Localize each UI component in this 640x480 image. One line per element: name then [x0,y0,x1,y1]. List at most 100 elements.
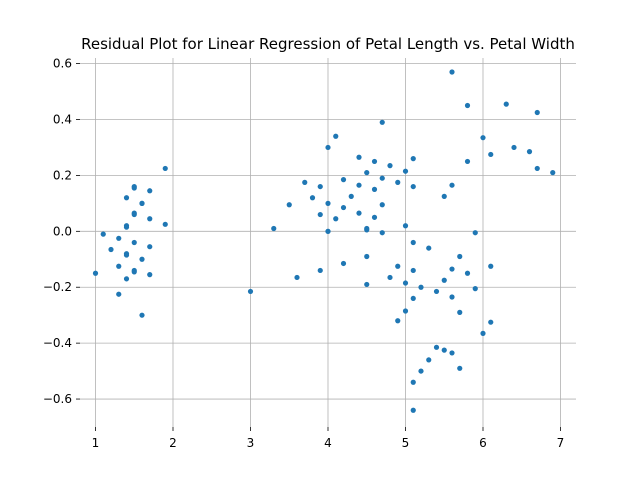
residual-point [534,165,540,172]
residual-point [364,170,370,176]
residual-point [441,193,447,199]
y-tick-label: −0.6 [43,392,72,406]
x-tick-label: 2 [169,436,177,450]
residual-point [488,151,494,158]
residual-point [379,202,385,208]
residual-point [402,280,409,286]
residual-point [286,202,292,208]
y-tick-label: −0.4 [43,336,72,350]
chart-title: Residual Plot for Linear Regression of P… [81,35,575,53]
residual-point [356,210,362,216]
residual-point [488,263,494,269]
residual-point [433,344,440,350]
residual-point [340,204,347,211]
residual-point [162,221,168,227]
residual-point [410,239,416,246]
x-tick-label: 1 [92,436,100,450]
residual-point [395,263,401,269]
data-points [92,69,556,413]
residual-point [309,195,316,201]
residual-point [457,365,463,371]
residual-point [426,357,432,363]
residual-point [410,295,416,302]
residual-point [550,170,556,176]
residual-point [426,245,432,251]
residual-point [511,144,517,151]
residual-point [472,286,478,292]
residual-point [418,368,424,374]
residual-point [147,272,153,278]
residual-point [449,294,455,300]
residual-point [410,379,416,385]
residual-point [449,69,455,75]
y-tick-label: 0.0 [53,224,72,238]
residual-point [395,318,401,324]
residual-point [317,211,323,218]
residual-point [441,347,447,353]
residual-point [449,182,455,188]
residual-point [325,228,331,234]
residual-point [108,246,114,253]
residual-point [147,244,153,250]
residual-point [356,154,362,160]
residual-point [364,227,370,233]
residual-point [441,277,447,283]
residual-point [123,276,130,282]
residual-point [464,158,471,165]
residual-point [317,267,323,274]
residual-point [147,216,153,222]
residual-point [395,179,401,185]
x-tick-label: 3 [247,436,255,450]
residual-point [410,407,416,413]
axis-ticks: 1 2 3 4 5 6 7 −0.6 −0.4 −0.2 0.0 0.2 0.4 0.6 [43,57,564,450]
residual-point [410,267,416,274]
residual-point [464,102,471,109]
residual-point [371,186,378,192]
residual-point [379,175,385,181]
residual-point [100,231,106,237]
residual-point [364,253,370,260]
residual-point [402,223,409,229]
residual-point [464,270,471,276]
residual-point [123,195,130,201]
residual-point [340,177,347,183]
x-tick-label: 5 [402,436,410,450]
residual-point [139,200,145,206]
y-tick-label: 0.2 [53,168,72,182]
residual-point [123,252,130,258]
residual-point [247,288,254,295]
residual-point [131,269,137,275]
residual-point [526,149,533,155]
residual-point [457,309,463,315]
x-tick-label: 4 [324,436,332,450]
residual-point [379,230,385,236]
residual-point [333,216,339,222]
residual-point [387,274,393,281]
residual-point [418,284,424,290]
residual-point [488,319,494,325]
residual-point [139,256,145,262]
residual-point [92,270,99,276]
residual-point [449,350,455,356]
residual-point [356,182,362,188]
residual-point [364,281,370,288]
residual-point [123,224,130,230]
residual-point [317,183,323,190]
residual-point [116,235,122,241]
residual-point [371,158,378,165]
residual-point [325,200,331,206]
residual-point [348,193,354,199]
grid-lines [80,58,576,427]
y-tick-label: 0.6 [53,57,72,71]
residual-point [116,263,122,269]
residual-point [480,135,486,141]
residual-point [162,165,168,172]
residual-point [387,163,393,169]
residual-point [325,144,331,151]
residual-point [333,133,339,139]
residual-point [457,253,463,260]
x-tick-label: 6 [479,436,487,450]
residual-point [131,239,137,246]
residual-point [139,312,145,318]
